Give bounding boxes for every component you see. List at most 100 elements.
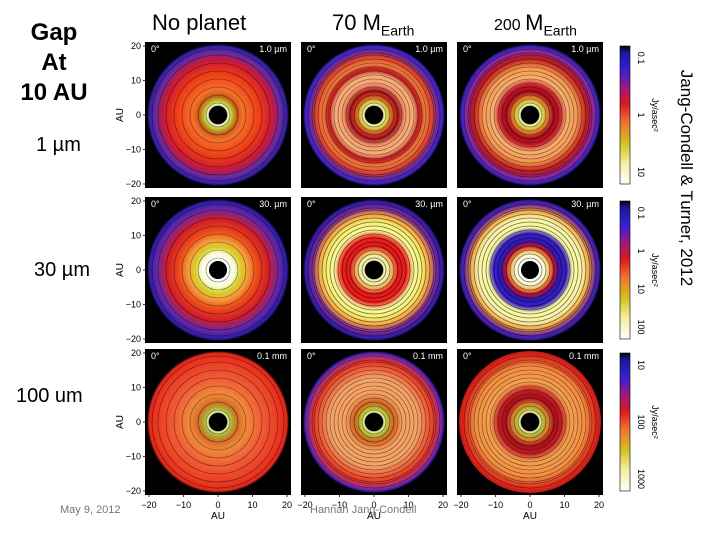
colorbar-label: Jy/asec² [650,253,660,287]
colorbar-tick-label: 10 [636,284,646,294]
contour-line [477,369,583,475]
column-label-text: 70 M [332,10,381,35]
contour-line [321,217,427,323]
x-axis-label: AU [523,511,537,522]
contour-line [469,209,591,331]
contour-line [325,373,423,471]
title-line-2: At [41,49,67,76]
column-label-70: 70 MEarth [332,10,414,38]
contour-line [493,233,567,307]
disk-panel: 0° 1.0 µm [457,42,603,188]
footer-author: Hannah Jang-Condell [310,504,417,516]
angle-label: 0° [151,199,160,209]
contour-line [197,249,239,291]
x-tick-label: 20 [594,500,604,510]
y-tick-label: 10 [131,231,141,241]
contour-line [463,48,597,182]
star-mask [521,106,539,124]
angle-label: 0° [463,44,472,54]
star-mask [209,106,227,124]
contour-line [477,217,583,323]
title-line-3: 10 AU [20,79,88,106]
contour-line [361,409,387,435]
contour-line [307,355,441,489]
contour-line [463,203,597,337]
wavelength-tag: 1.0 µm [415,44,443,54]
wavelength-tag: 30. µm [415,199,443,209]
contour-line [361,257,387,283]
contour-line [353,249,395,291]
colorbar-tick-label: 1 [636,112,646,117]
contour-line [349,397,399,447]
contour-line [517,102,543,128]
contour-line [345,393,403,451]
contour-line [473,365,587,479]
contour-line [311,52,437,178]
y-tick-label: 20 [131,196,141,206]
contour-line [505,245,555,295]
contour-line [517,409,543,435]
contour-line [473,213,587,327]
contour-line [341,82,407,148]
star-mask [209,413,227,431]
contour-line [469,54,591,176]
contour-line [485,377,575,467]
contour-line [313,361,435,483]
contour-line [501,241,559,299]
panel-grid: 0° 1.0 µm 0° 1.0 µm 0° 1.0 µm 0° 30. µm 0° 30. µm… [145,42,603,495]
contour-line [467,52,593,178]
contour-line [165,62,271,168]
contour-line [517,257,543,283]
contour-line [497,82,563,148]
x-tick-label: 10 [247,500,257,510]
x-tick-label: 0 [215,500,220,510]
wavelength-tag: 0.1 mm [257,351,287,361]
wavelength-tag: 0.1 mm [413,351,443,361]
disk-panel: 0° 1.0 µm [301,42,447,188]
x-tick-label: −20 [141,500,156,510]
contour-line [173,70,263,160]
column-label-sub: Earth [543,22,577,39]
axes-group: 20 10 0 −10 −20 AU 20 10 0 −10 −20 AU 20 10 0 −10 −20 AU −… [115,41,604,522]
column-label-sub: Earth [380,22,415,39]
y-tick-label: 20 [131,348,141,358]
colorbar-tick-label: 10 [636,360,646,370]
x-tick-label: 10 [403,500,413,510]
colorbar-tick-label: 10 [636,167,646,177]
contour-line [485,225,575,315]
contour-line [189,86,247,144]
colorbar-tick-label: 100 [636,319,646,334]
contour-line [497,237,563,303]
contour-line [501,86,559,144]
contour-line [467,207,593,333]
wavelength-tag: 30. µm [571,199,599,209]
contour-line [307,48,441,182]
contour-line [493,78,567,152]
y-tick-label: −20 [126,179,141,189]
contour-line [489,381,571,463]
x-tick-label: 10 [559,500,569,510]
contour-line [505,90,555,140]
contour-line [341,389,407,455]
column-label-no-planet: No planet [152,10,246,36]
contour-line [165,217,271,323]
contour-line [173,225,263,315]
y-tick-label: −10 [126,300,141,310]
disk-panel: 0° 30. µm [457,197,603,343]
contour-line [317,58,431,172]
star-mask [365,413,383,431]
contour-line [337,385,411,459]
colorbar-tick-label: 0.1 [636,52,646,65]
footer-date: May 9, 2012 [60,504,121,516]
colorbar-tick-label: 1 [636,248,646,253]
y-tick-label: −10 [126,145,141,155]
contour-line [333,74,415,156]
colorbar [619,45,631,185]
star-mask [365,261,383,279]
contour-line [337,78,411,152]
disk-panel: 0° 1.0 µm [145,42,291,188]
contour-line [357,98,391,132]
contour-line [197,94,239,136]
x-tick-label: 0 [371,500,376,510]
